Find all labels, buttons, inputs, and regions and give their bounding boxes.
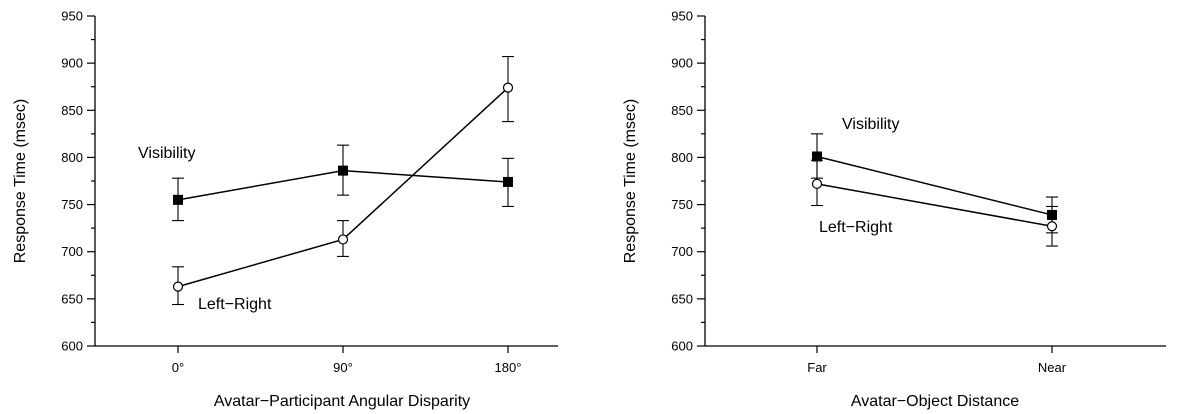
series-left-right [172,55,514,306]
data-point-circle [811,178,823,189]
y-tick-label: 600 [671,339,693,354]
y-tick-label: 950 [61,9,83,24]
data-point-circle [337,234,349,245]
series-visibility [811,133,1058,234]
y-tick-group: 600 650 700 750 800 850 900 950 [671,9,705,354]
data-point-circle [172,281,184,292]
y-axis-title: Response Time (msec) [12,99,29,264]
x-axis-title: Avatar−Participant Angular Disparity [214,393,470,410]
x-tick-group: Far Near [807,346,1067,375]
y-tick-label: 750 [671,197,693,212]
data-point-square [173,194,183,205]
series-label-visibility: Visibility [138,145,196,162]
y-axis-title: Response Time (msec) [622,99,639,264]
series-left-right [811,159,1058,247]
y-tick-label: 750 [61,197,83,212]
data-point-square [338,165,348,176]
series-line [816,183,1053,227]
x-tick-label: 0° [172,360,184,375]
chart-object-distance: 600 650 700 750 800 850 900 950 Far Near Respons… [622,9,1166,410]
series-label-visibility: Visibility [842,116,900,133]
series-label-left-right: Left−Right [819,219,893,236]
x-tick-label: Near [1038,360,1067,375]
data-point-circle [502,82,514,93]
y-tick-label: 900 [671,56,693,71]
y-tick-label: 700 [61,244,83,259]
y-tick-label: 900 [61,56,83,71]
y-tick-label: 850 [671,103,693,118]
series-group [811,133,1058,247]
data-point-circle [1046,221,1058,232]
x-axis-title: Avatar−Object Distance [851,393,1019,410]
y-tick-label: 650 [671,291,693,306]
x-tick-label: 90° [333,360,353,375]
y-tick-label: 850 [61,103,83,118]
y-tick-label: 950 [671,9,693,24]
series-line [816,155,1053,216]
y-tick-label: 650 [61,291,83,306]
data-point-square [503,176,513,187]
y-tick-label: 800 [61,150,83,165]
y-tick-label: 700 [671,244,693,259]
y-tick-label: 800 [671,150,693,165]
y-tick-group: 600 650 700 750 800 850 900 950 [61,9,95,354]
chart-angular-disparity: 600 650 700 750 800 850 900 950 0° 90° 180° Respo… [12,9,558,410]
data-point-square [812,151,822,162]
series-label-left-right: Left−Right [198,296,272,313]
y-tick-label: 600 [61,339,83,354]
x-tick-group: 0° 90° 180° [172,346,522,375]
x-tick-label: 180° [495,360,522,375]
series-group [172,55,514,306]
series-visibility [172,144,514,222]
x-tick-label: Far [807,360,827,375]
